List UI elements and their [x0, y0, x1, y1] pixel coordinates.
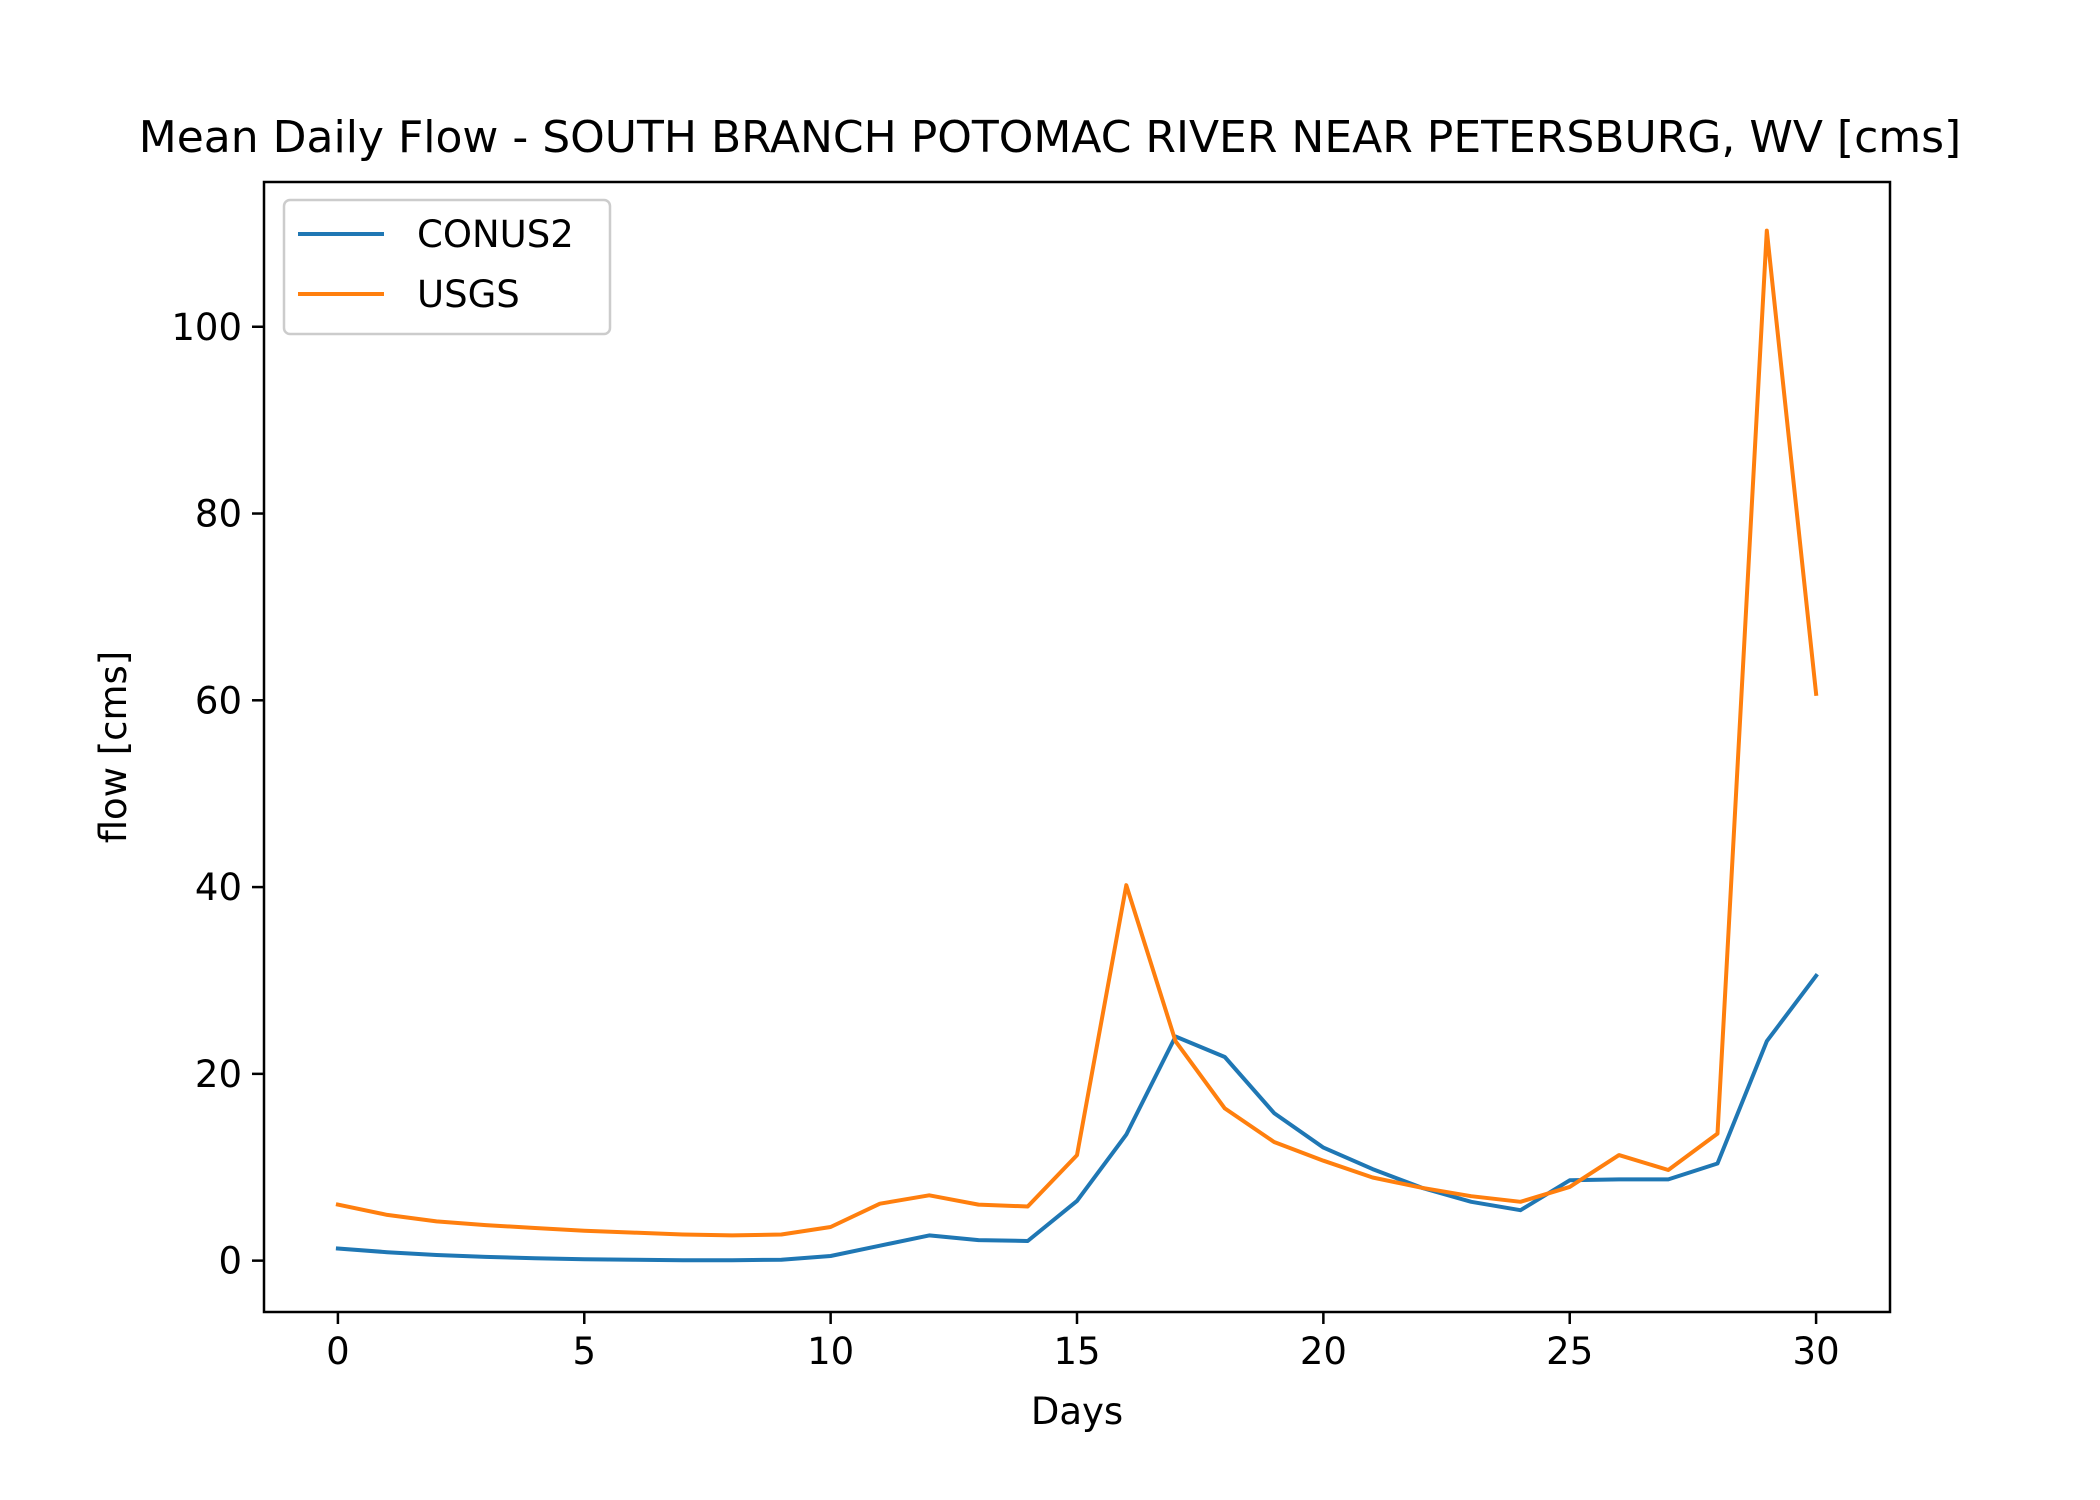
legend: CONUS2 USGS [282, 198, 612, 336]
legend-label: USGS [417, 273, 520, 316]
x-axis-ticks: 0 5 10 15 20 25 30 [326, 1312, 1840, 1373]
series-line-conus2 [335, 972, 1819, 1263]
y-tick-label: 20 [195, 1053, 242, 1096]
x-tick-label: 10 [807, 1330, 854, 1373]
legend-label: CONUS2 [417, 213, 574, 256]
x-tick-label: 25 [1546, 1330, 1593, 1373]
y-tick-label: 0 [218, 1240, 242, 1283]
x-tick-label: 15 [1053, 1330, 1100, 1373]
x-tick-label: 0 [326, 1330, 350, 1373]
y-axis-label: flow [cms] [92, 651, 135, 844]
series-layer [335, 228, 1819, 1263]
plot-area-frame [262, 180, 1892, 1314]
x-tick-label: 20 [1300, 1330, 1347, 1373]
chart-title: Mean Daily Flow - SOUTH BRANCH POTOMAC R… [139, 112, 1961, 163]
y-axis-ticks: 0 20 40 60 80 100 [171, 306, 264, 1283]
y-tick-label: 80 [195, 493, 242, 536]
x-axis-label: Days [1031, 1390, 1123, 1433]
x-tick-label: 30 [1793, 1330, 1840, 1373]
series-line-usgs [335, 228, 1819, 1238]
y-tick-label: 60 [195, 679, 242, 722]
x-tick-label: 5 [572, 1330, 596, 1373]
y-tick-label: 100 [171, 306, 242, 349]
y-tick-label: 40 [195, 866, 242, 909]
